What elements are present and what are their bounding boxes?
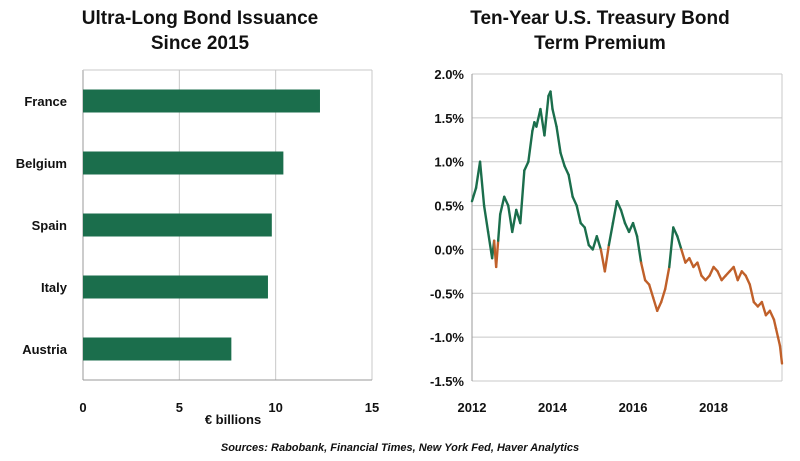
left-chart-title: Ultra-Long Bond Issuance (82, 8, 318, 29)
category-label-italy: Italy (41, 280, 68, 295)
right-y-tick-label: 0.5% (434, 199, 464, 214)
right-x-tick-label: 2018 (699, 400, 728, 415)
right-y-tick-label: 1.5% (434, 111, 464, 126)
right-y-tick-label: 1.0% (434, 155, 464, 170)
right-y-tick-label: -0.5% (430, 286, 464, 301)
term-premium-segment (776, 335, 782, 348)
term-premium-segment (603, 243, 611, 273)
term-premium-segment (498, 195, 506, 216)
term-premium-segment (575, 204, 582, 225)
term-premium-segment (647, 283, 655, 299)
bar-italy (83, 275, 268, 299)
term-premium-segment (527, 129, 534, 163)
term-premium-segment (696, 261, 703, 277)
term-premium-segment (611, 199, 619, 225)
term-premium-segment (595, 235, 603, 251)
term-premium-segment (559, 151, 566, 168)
sources-footnote: Sources: Rabobank, Financial Times, New … (221, 442, 579, 454)
term-premium-segment (478, 160, 486, 207)
term-premium-segment (591, 235, 599, 251)
term-premium-segment (736, 270, 743, 282)
left-category-labels: France Belgium Spain Italy Austria (16, 94, 68, 357)
term-premium-segment (639, 261, 647, 282)
term-premium-segment (523, 160, 530, 172)
term-premium-segment (615, 199, 623, 212)
term-premium-segment (503, 195, 510, 207)
right-y-tick-label: -1.5% (430, 374, 464, 389)
term-premium-segment (519, 169, 526, 225)
term-premium-segment (768, 309, 776, 321)
term-premium-segment (668, 226, 675, 269)
category-label-spain: Spain (32, 218, 67, 233)
term-premium-segment (744, 274, 751, 286)
term-premium-segment (563, 164, 570, 177)
term-premium-segment (664, 265, 671, 291)
term-premium-segment (494, 239, 500, 269)
term-premium-segment (482, 204, 490, 234)
term-premium-segment (716, 270, 723, 282)
left-x-axis-label: € billions (205, 412, 261, 427)
term-premium-segment (551, 107, 558, 128)
term-premium-segment (607, 221, 615, 247)
term-premium-segment (599, 248, 607, 273)
left-x-tick-label: 10 (268, 400, 282, 415)
right-x-tick-label: 2012 (458, 400, 487, 415)
right-y-tick-label: 2.0% (434, 67, 464, 82)
term-premium-segment (619, 208, 627, 225)
left-x-tick-label: 15 (365, 400, 379, 415)
term-premium-segment (651, 296, 659, 313)
category-label-france: France (24, 94, 67, 109)
category-label-belgium: Belgium (16, 156, 67, 171)
right-y-tick-label: 0.0% (434, 242, 464, 257)
term-premium-segment (708, 265, 715, 277)
term-premium-segment (676, 235, 683, 251)
left-x-tick-labels: 0 5 10 15 (79, 400, 379, 415)
term-premium-segment (583, 226, 590, 247)
left-x-tick-label: 5 (176, 400, 183, 415)
term-premium-segment (549, 90, 554, 111)
left-chart-subtitle: Since 2015 (151, 33, 250, 54)
left-x-tick-label: 0 (79, 400, 86, 415)
right-x-tick-labels: 2012 2014 2016 2018 (458, 400, 728, 415)
right-y-tick-label: -1.0% (430, 330, 464, 345)
right-chart-title: Ten-Year U.S. Treasury Bond (470, 8, 729, 29)
term-premium-segment (732, 265, 739, 282)
term-premium-segment (543, 94, 550, 137)
term-premium-segment (772, 318, 778, 330)
left-bars (83, 89, 320, 361)
term-premium-segment (571, 195, 578, 207)
term-premium-segment (470, 186, 478, 203)
term-premium-segment (567, 173, 574, 199)
right-term-premium-line (470, 90, 784, 365)
right-x-tick-label: 2016 (619, 400, 648, 415)
bar-austria (83, 337, 232, 361)
term-premium-segment (760, 300, 768, 317)
right-gridlines (471, 73, 783, 382)
right-x-tick-label: 2014 (538, 400, 568, 415)
term-premium-segment (555, 125, 562, 155)
term-premium-segment (748, 283, 756, 304)
category-label-austria: Austria (22, 342, 68, 357)
bar-belgium (83, 151, 284, 175)
term-premium-segment (511, 208, 518, 234)
term-premium-segment (631, 221, 639, 238)
term-premium-segment (774, 327, 780, 339)
term-premium-segment (507, 204, 514, 234)
term-premium-segment (660, 287, 667, 304)
right-chart-subtitle: Term Premium (534, 33, 666, 54)
left-gridlines (82, 69, 373, 381)
term-premium-segment (778, 344, 784, 365)
term-premium-segment (623, 221, 631, 234)
right-y-tick-labels: 2.0% 1.5% 1.0% 0.5% 0.0% -0.5% -1.0% -1.5% (430, 67, 464, 389)
term-premium-segment (635, 235, 643, 264)
bar-spain (83, 213, 272, 237)
bar-france (83, 89, 320, 113)
term-premium-segment (496, 213, 502, 242)
term-premium-segment (672, 226, 679, 238)
term-premium-segment (688, 257, 695, 269)
term-premium-segment (655, 300, 663, 313)
term-premium-segment (680, 248, 687, 264)
